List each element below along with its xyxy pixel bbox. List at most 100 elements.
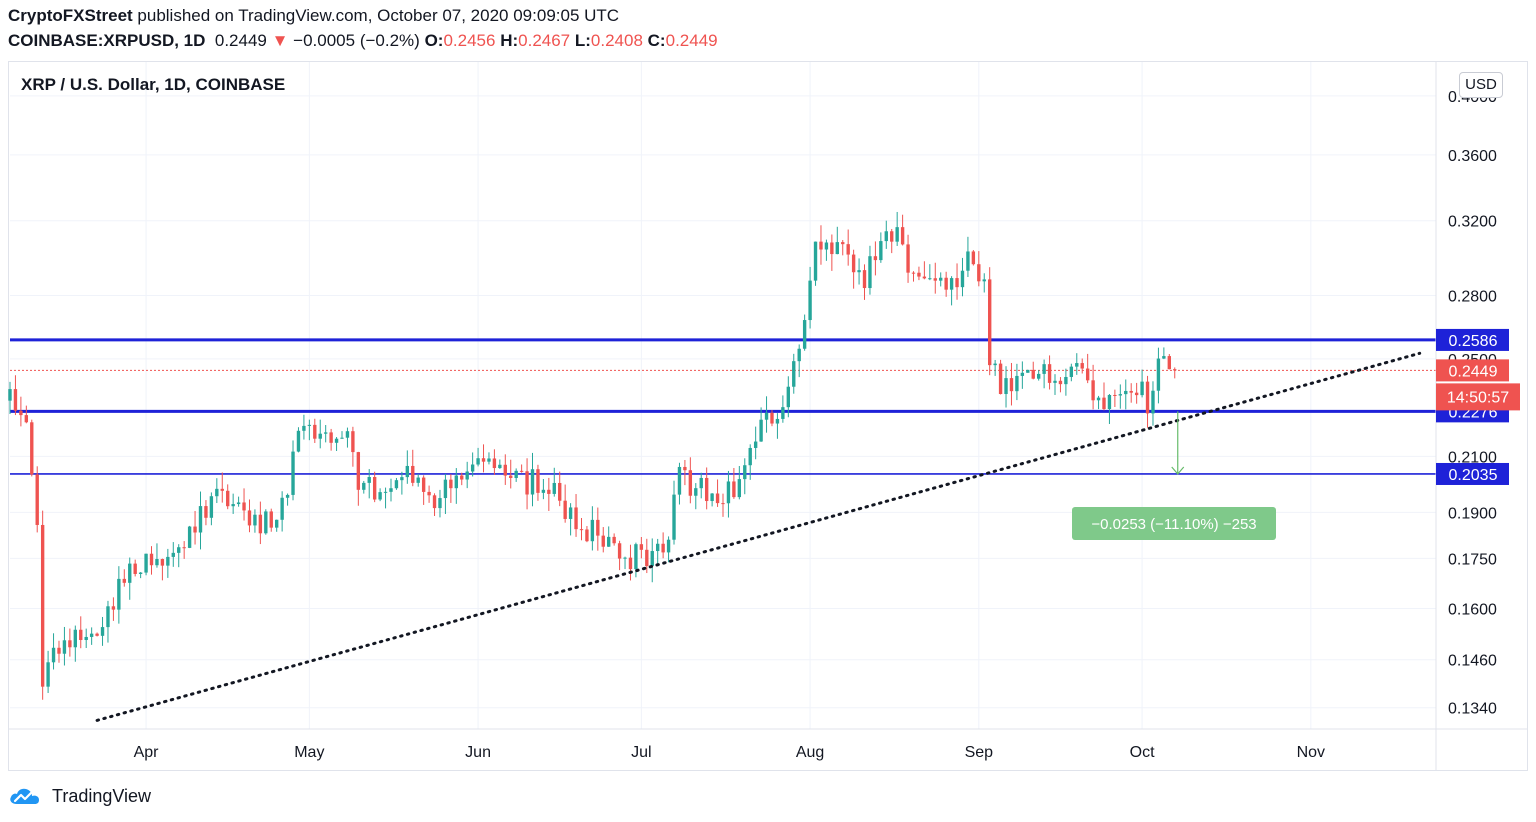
candle[interactable]	[509, 459, 513, 489]
candle[interactable]	[764, 396, 769, 433]
candle[interactable]	[558, 471, 562, 507]
candle[interactable]	[62, 626, 67, 666]
candle[interactable]	[617, 540, 622, 571]
candle[interactable]	[57, 640, 61, 663]
candle[interactable]	[1091, 364, 1095, 410]
candle[interactable]	[835, 226, 839, 255]
candle[interactable]	[650, 538, 654, 583]
candle[interactable]	[122, 569, 126, 587]
candle[interactable]	[133, 559, 137, 577]
candle[interactable]	[1167, 354, 1171, 370]
candle[interactable]	[623, 556, 627, 570]
candle[interactable]	[204, 500, 208, 526]
candle[interactable]	[171, 542, 175, 567]
candle[interactable]	[498, 459, 502, 469]
candle[interactable]	[514, 468, 518, 482]
candle[interactable]	[51, 633, 56, 670]
candle[interactable]	[30, 419, 34, 477]
candle[interactable]	[694, 483, 698, 510]
candle[interactable]	[492, 449, 497, 476]
candle[interactable]	[841, 240, 845, 256]
candle[interactable]	[187, 525, 192, 549]
candle[interactable]	[19, 396, 23, 427]
candle[interactable]	[1020, 361, 1025, 389]
candle[interactable]	[775, 413, 780, 439]
candle[interactable]	[737, 466, 742, 500]
candle[interactable]	[400, 471, 404, 495]
candle[interactable]	[416, 473, 420, 487]
candle[interactable]	[917, 266, 921, 281]
candle[interactable]	[296, 427, 301, 453]
candle[interactable]	[144, 553, 148, 576]
candle[interactable]	[846, 229, 850, 266]
candle[interactable]	[318, 419, 322, 449]
candle[interactable]	[677, 462, 682, 505]
candle[interactable]	[1134, 382, 1139, 404]
candle[interactable]	[1042, 359, 1046, 389]
candle[interactable]	[601, 527, 605, 553]
candle[interactable]	[438, 489, 442, 518]
candle[interactable]	[389, 478, 393, 502]
candle[interactable]	[1085, 353, 1090, 384]
candle[interactable]	[933, 262, 937, 294]
candle[interactable]	[922, 261, 927, 280]
candle[interactable]	[432, 493, 437, 516]
candle[interactable]	[721, 493, 725, 517]
candle[interactable]	[786, 376, 791, 418]
candle[interactable]	[106, 600, 110, 643]
candle[interactable]	[928, 264, 932, 281]
candle[interactable]	[470, 452, 475, 477]
candle[interactable]	[465, 461, 469, 489]
candle[interactable]	[280, 491, 284, 532]
candle[interactable]	[890, 228, 894, 254]
candle[interactable]	[149, 546, 154, 575]
candle[interactable]	[585, 526, 589, 543]
candle[interactable]	[939, 272, 943, 287]
candle[interactable]	[519, 464, 524, 473]
candle[interactable]	[900, 214, 905, 246]
candle[interactable]	[84, 628, 88, 648]
candle[interactable]	[819, 225, 823, 265]
candle[interactable]	[247, 499, 252, 533]
candle[interactable]	[792, 353, 796, 394]
currency-button[interactable]: USD	[1459, 72, 1503, 98]
publisher-name[interactable]: CryptoFXStreet	[8, 6, 133, 25]
candle[interactable]	[607, 526, 611, 547]
candle[interactable]	[231, 493, 235, 514]
candle[interactable]	[536, 464, 540, 501]
candle[interactable]	[476, 447, 480, 467]
candle[interactable]	[160, 558, 165, 581]
candle[interactable]	[666, 536, 671, 563]
candle[interactable]	[672, 480, 676, 545]
candle[interactable]	[242, 488, 246, 521]
candle[interactable]	[998, 359, 1003, 395]
candle[interactable]	[971, 250, 976, 266]
candle[interactable]	[759, 407, 763, 442]
candle[interactable]	[481, 444, 486, 473]
candle[interactable]	[100, 616, 105, 646]
candle[interactable]	[884, 220, 888, 249]
candle[interactable]	[568, 503, 573, 536]
candle[interactable]	[547, 477, 551, 511]
candle[interactable]	[753, 426, 758, 460]
candle[interactable]	[356, 451, 361, 506]
candle[interactable]	[209, 492, 214, 526]
candle[interactable]	[590, 506, 595, 551]
candle[interactable]	[13, 375, 18, 416]
candle[interactable]	[808, 266, 812, 329]
candle[interactable]	[661, 532, 665, 559]
candle[interactable]	[944, 271, 948, 297]
candle[interactable]	[628, 544, 633, 581]
candle[interactable]	[46, 650, 50, 693]
candle[interactable]	[1053, 374, 1057, 395]
candle[interactable]	[688, 457, 693, 504]
candle[interactable]	[198, 491, 203, 550]
candle[interactable]	[911, 271, 916, 282]
candle[interactable]	[215, 478, 219, 504]
candle[interactable]	[862, 264, 867, 300]
candle[interactable]	[166, 548, 170, 578]
candle[interactable]	[1140, 369, 1144, 398]
candle[interactable]	[236, 496, 241, 507]
candle[interactable]	[596, 507, 600, 551]
